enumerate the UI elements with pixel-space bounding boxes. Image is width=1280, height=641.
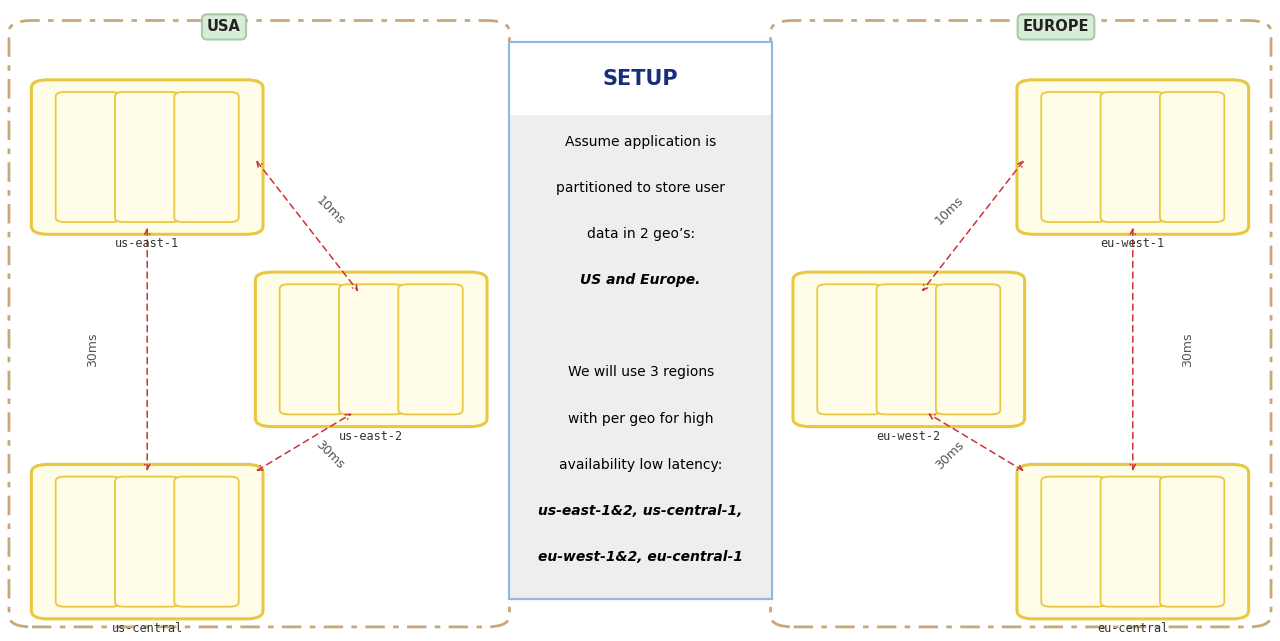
FancyBboxPatch shape (509, 42, 772, 599)
Text: us-east-1&2, us-central-1,: us-east-1&2, us-central-1, (539, 504, 742, 518)
FancyBboxPatch shape (174, 92, 238, 222)
FancyBboxPatch shape (174, 477, 238, 606)
FancyBboxPatch shape (936, 285, 1001, 414)
Text: with per geo for high: with per geo for high (568, 412, 713, 426)
FancyBboxPatch shape (509, 115, 772, 599)
Text: EUROPE: EUROPE (1023, 19, 1089, 35)
Text: eu-central: eu-central (1097, 622, 1169, 635)
Text: us-east-1: us-east-1 (115, 238, 179, 251)
Text: data in 2 geo’s:: data in 2 geo’s: (586, 227, 695, 241)
Text: US and Europe.: US and Europe. (580, 273, 701, 287)
FancyBboxPatch shape (279, 285, 344, 414)
FancyBboxPatch shape (398, 285, 463, 414)
Text: Assume application is: Assume application is (564, 135, 717, 149)
FancyBboxPatch shape (1160, 477, 1224, 606)
FancyBboxPatch shape (792, 272, 1024, 427)
Text: 30ms: 30ms (1181, 332, 1194, 367)
FancyBboxPatch shape (1042, 92, 1106, 222)
FancyBboxPatch shape (32, 464, 264, 619)
FancyBboxPatch shape (1101, 477, 1165, 606)
FancyBboxPatch shape (339, 285, 403, 414)
Text: eu-west-1: eu-west-1 (1101, 238, 1165, 251)
Text: 30ms: 30ms (933, 438, 966, 472)
FancyBboxPatch shape (32, 80, 264, 235)
FancyBboxPatch shape (255, 272, 486, 427)
FancyBboxPatch shape (1018, 80, 1249, 235)
Text: partitioned to store user: partitioned to store user (556, 181, 726, 195)
FancyBboxPatch shape (1042, 477, 1106, 606)
Text: We will use 3 regions: We will use 3 regions (567, 365, 714, 379)
FancyBboxPatch shape (1160, 92, 1224, 222)
Text: 30ms: 30ms (86, 332, 99, 367)
Text: 10ms: 10ms (933, 194, 966, 227)
Text: 10ms: 10ms (314, 194, 347, 227)
Text: 30ms: 30ms (314, 438, 347, 472)
FancyBboxPatch shape (509, 42, 772, 115)
FancyBboxPatch shape (1018, 464, 1249, 619)
Text: availability low latency:: availability low latency: (559, 458, 722, 472)
FancyBboxPatch shape (56, 477, 120, 606)
Text: eu-west-2: eu-west-2 (877, 429, 941, 443)
FancyBboxPatch shape (877, 285, 941, 414)
FancyBboxPatch shape (56, 92, 120, 222)
Text: us-east-2: us-east-2 (339, 429, 403, 443)
Text: USA: USA (207, 19, 241, 35)
Text: eu-west-1&2, eu-central-1: eu-west-1&2, eu-central-1 (538, 550, 744, 564)
FancyBboxPatch shape (115, 477, 179, 606)
Text: SETUP: SETUP (603, 69, 678, 88)
FancyBboxPatch shape (115, 92, 179, 222)
Text: us-central: us-central (111, 622, 183, 635)
FancyBboxPatch shape (818, 285, 882, 414)
FancyBboxPatch shape (1101, 92, 1165, 222)
